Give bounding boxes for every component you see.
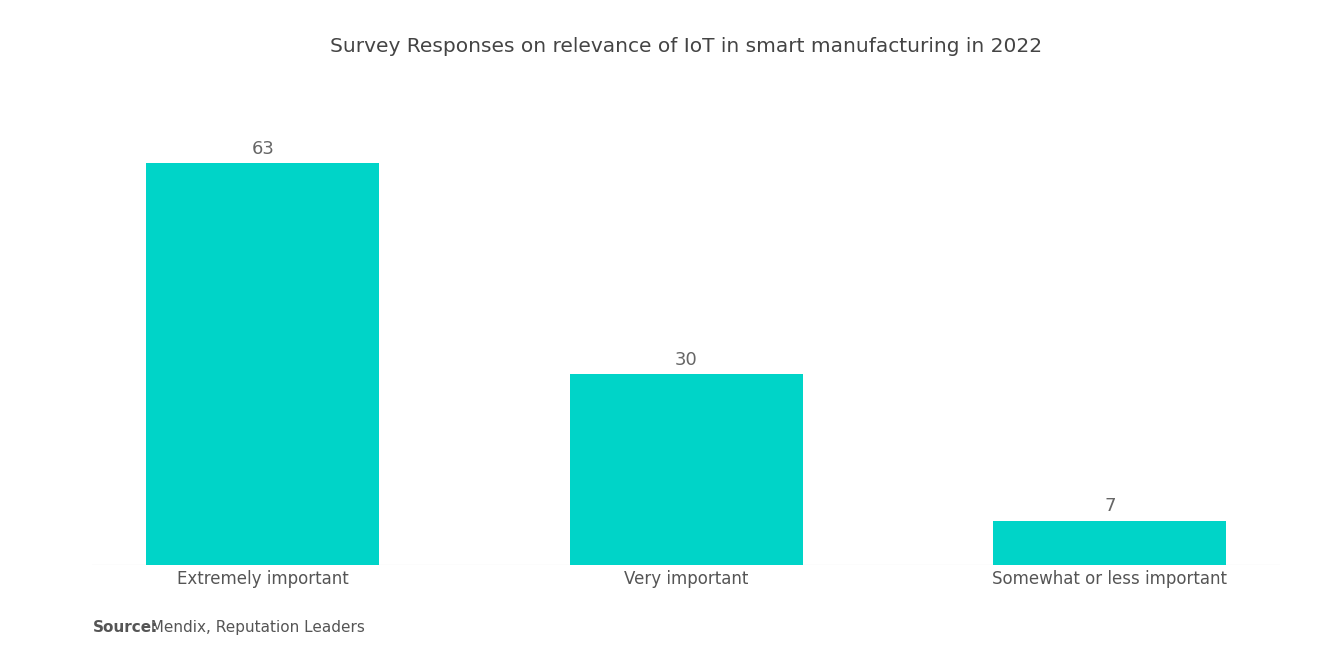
Text: 7: 7 — [1104, 497, 1115, 515]
Bar — [147, 163, 379, 565]
Text: 30: 30 — [675, 350, 698, 368]
Bar — [994, 521, 1226, 565]
Bar — [570, 374, 803, 565]
Text: Source:: Source: — [92, 620, 158, 635]
Text: 63: 63 — [251, 140, 275, 158]
Text: Mendix, Reputation Leaders: Mendix, Reputation Leaders — [141, 620, 366, 635]
Title: Survey Responses on relevance of IoT in smart manufacturing in 2022: Survey Responses on relevance of IoT in … — [330, 37, 1043, 56]
